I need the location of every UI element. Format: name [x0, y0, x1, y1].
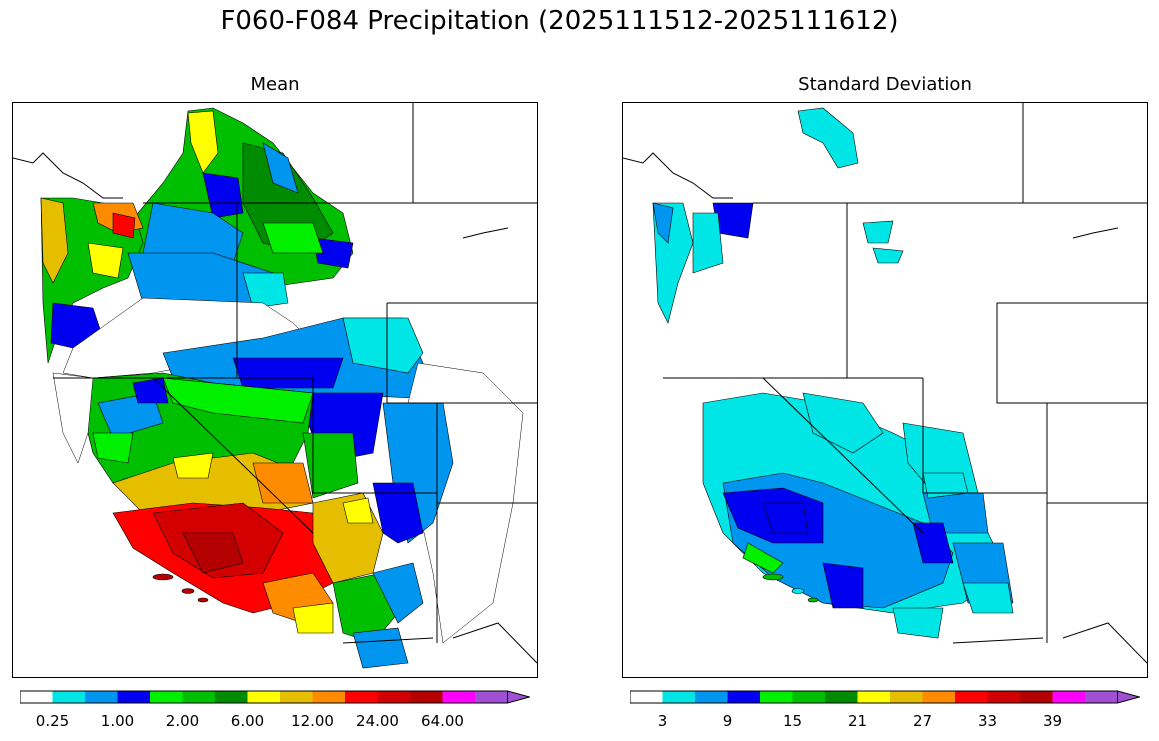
colorbar-swatch — [280, 691, 313, 703]
colorbar-tick-label: 9 — [722, 712, 733, 730]
stddev-panel-title: Standard Deviation — [798, 74, 972, 95]
colorbar-swatch — [825, 691, 858, 703]
mean-colorbar — [19, 689, 532, 704]
colorbar-swatch — [410, 691, 443, 703]
colorbar-swatch — [150, 691, 183, 703]
colorbar-swatch — [1085, 691, 1118, 703]
colorbar-swatch — [345, 691, 378, 703]
colorbar-swatch — [117, 691, 150, 703]
colorbar-swatch — [1052, 691, 1085, 703]
stddev-colorbar — [629, 689, 1142, 704]
colorbar-swatch — [890, 691, 923, 703]
stddev-map-canvas — [623, 103, 1147, 664]
colorbar-tick-label: 12.00 — [291, 712, 334, 730]
colorbar-tick-label: 3 — [657, 712, 668, 730]
colorbar-tick-label: 1.00 — [100, 712, 135, 730]
colorbar-tick-label: 15 — [782, 712, 803, 730]
colorbar-swatch — [182, 691, 215, 703]
colorbar-swatch — [52, 691, 85, 703]
colorbar-swatch — [215, 691, 248, 703]
colorbar-swatch — [85, 691, 118, 703]
colorbar-tick-label: 6.00 — [230, 712, 265, 730]
colorbar-swatch — [922, 691, 955, 703]
colorbar-swatch — [1020, 691, 1053, 703]
colorbar-tick-label: 0.25 — [35, 712, 70, 730]
mean-colorbar-canvas — [19, 690, 532, 704]
colorbar-tick-label: 39 — [1042, 712, 1063, 730]
colorbar-swatch — [377, 691, 410, 703]
stddev-precip-field — [652, 107, 1014, 639]
colorbar-swatch — [987, 691, 1020, 703]
colorbar-swatch — [857, 691, 890, 703]
colorbar-extend-arrow — [507, 690, 532, 704]
colorbar-swatch — [442, 691, 475, 703]
mean-panel-title: Mean — [250, 74, 300, 95]
stddev-map — [622, 102, 1148, 678]
figure-title: F060-F084 Precipitation (2025111512-2025… — [220, 6, 899, 36]
colorbar-tick-label: 27 — [912, 712, 933, 730]
colorbar-swatch — [312, 691, 345, 703]
mean-map — [12, 102, 538, 678]
colorbar-outline — [19, 690, 508, 704]
colorbar-tick-label: 2.00 — [165, 712, 200, 730]
colorbar-tick-label: 64.00 — [421, 712, 464, 730]
stddev-colorbar-canvas — [629, 690, 1142, 704]
stddev-state-boundaries — [623, 103, 1147, 664]
mean-precip-field — [40, 107, 524, 669]
colorbar-tick-label: 24.00 — [356, 712, 399, 730]
colorbar-swatch — [662, 691, 695, 703]
colorbar-tick-label: 21 — [847, 712, 868, 730]
colorbar-swatch — [727, 691, 760, 703]
mean-state-boundaries — [13, 103, 537, 664]
colorbar-swatch — [695, 691, 728, 703]
colorbar-swatch — [760, 691, 793, 703]
mean-map-canvas — [13, 103, 537, 669]
colorbar-swatch — [247, 691, 280, 703]
colorbar-outline — [629, 690, 1118, 704]
colorbar-swatch — [955, 691, 988, 703]
colorbar-swatch — [630, 691, 663, 703]
colorbar-swatch — [20, 691, 53, 703]
colorbar-extend-arrow — [1117, 690, 1142, 704]
colorbar-tick-label: 33 — [977, 712, 998, 730]
colorbar-swatch — [792, 691, 825, 703]
colorbar-swatch — [475, 691, 508, 703]
